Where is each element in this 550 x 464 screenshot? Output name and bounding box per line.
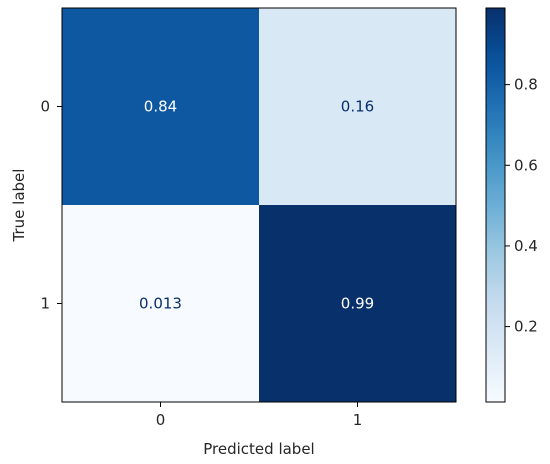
- y-axis-label: True label: [10, 169, 28, 243]
- matrix-cell-labels: 0.84 0.16 0.013 0.99: [139, 98, 374, 313]
- colorbar-tick-label: 0.6: [514, 156, 538, 174]
- colorbar-tick-label: 0.2: [514, 318, 538, 336]
- matrix-cell: [62, 8, 259, 205]
- plot-frame: [61, 7, 457, 403]
- matrix-cell: [62, 205, 259, 402]
- matrix-cells: [62, 8, 456, 402]
- matrix-cell: [259, 8, 456, 205]
- x-tick-label: 0: [156, 411, 166, 429]
- colorbar-tick-label: 0.4: [514, 237, 538, 255]
- y-axis-ticks: 01: [40, 98, 62, 313]
- x-tick-label: 1: [353, 411, 363, 429]
- y-tick-label: 1: [40, 295, 50, 313]
- colorbar-ticks: 0.2 0.4 0.6 0.8: [505, 76, 538, 336]
- cell-value-label: 0.84: [144, 98, 177, 116]
- colorbar: [485, 7, 506, 403]
- y-tick-label: 0: [40, 98, 50, 116]
- cell-value-label: 0.16: [341, 98, 374, 116]
- cell-value-label: 0.013: [139, 295, 182, 313]
- colorbar-tick-label: 0.8: [514, 76, 538, 94]
- cell-value-label: 0.99: [341, 295, 374, 313]
- x-axis-label: Predicted label: [203, 440, 314, 458]
- matrix-cell: [259, 205, 456, 402]
